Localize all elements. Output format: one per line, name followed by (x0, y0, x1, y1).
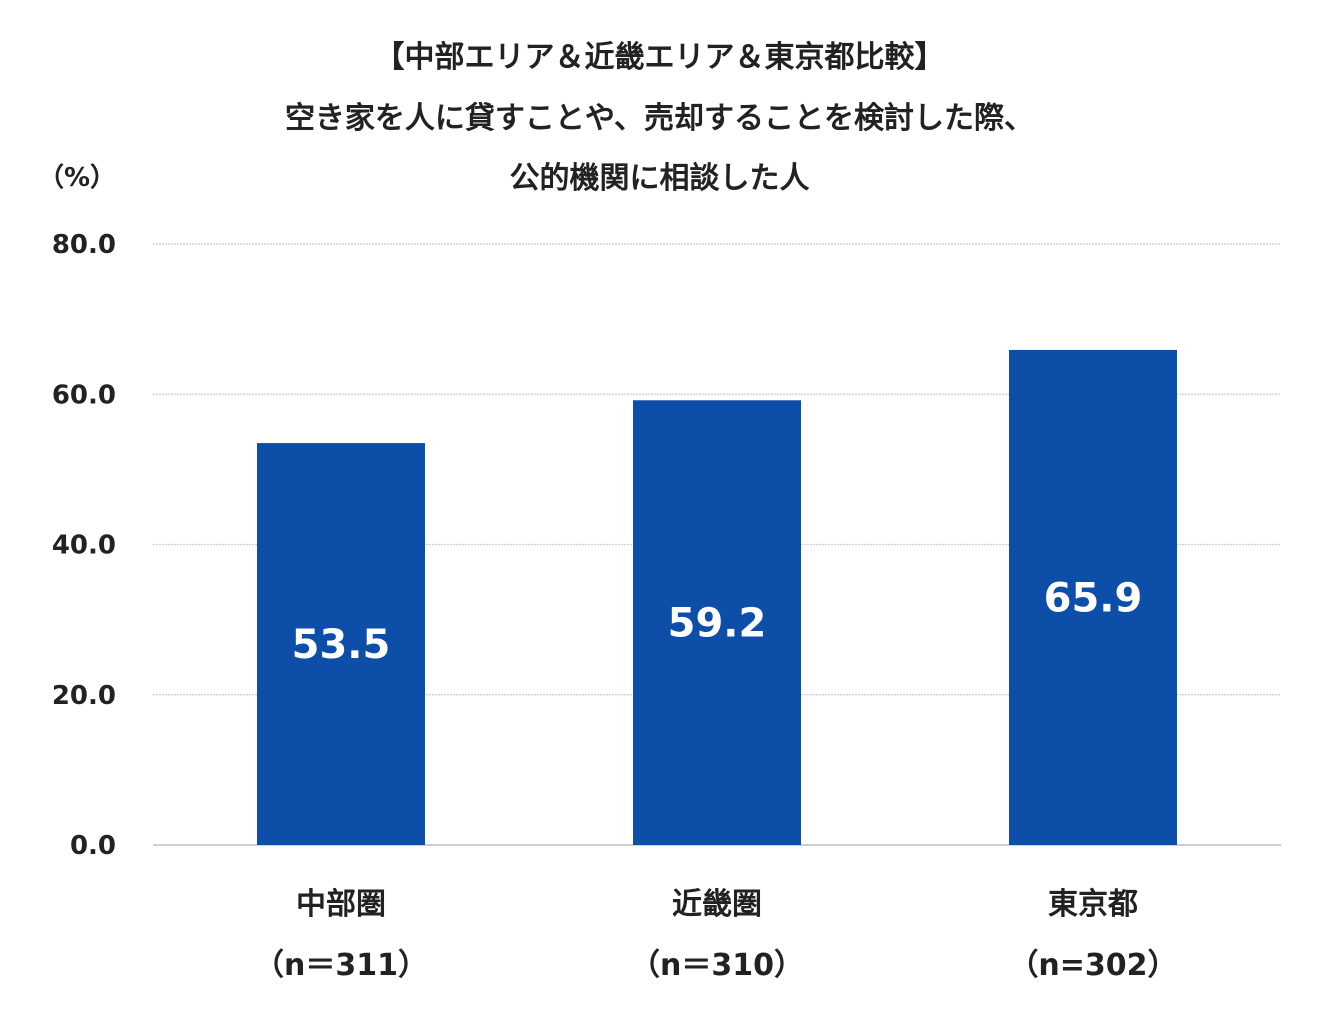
y-tick-label: 0.0 (70, 831, 116, 861)
bar-value-label: 65.9 (1044, 575, 1143, 621)
chart-title-line-2: 空き家を人に貸すことや、売却することを検討した際、 (284, 101, 1035, 136)
x-category-sample-size: （n=302） (1008, 948, 1177, 983)
bar-value-label: 53.5 (292, 622, 391, 668)
bar (633, 400, 801, 845)
y-tick-label: 60.0 (52, 380, 116, 410)
y-tick-label: 40.0 (52, 531, 116, 561)
x-category-label: 東京都 (1048, 887, 1138, 922)
x-category-sample-size: （n＝310） (630, 948, 804, 983)
x-category-label: 近畿圏 (672, 887, 762, 922)
y-axis-unit-label: （%） (38, 163, 117, 193)
y-tick-label: 80.0 (52, 230, 116, 260)
chart-title-line-1: 【中部エリア＆近畿エリア＆東京都比較】 (374, 40, 945, 75)
x-category-sample-size: （n＝311） (254, 948, 428, 983)
bar-value-label: 59.2 (668, 601, 767, 647)
bar (1009, 349, 1177, 845)
chart-title-line-3: 公的機関に相談した人 (509, 161, 810, 196)
bar (257, 443, 425, 845)
y-tick-label: 20.0 (52, 681, 116, 711)
x-category-label: 中部圏 (296, 887, 386, 922)
